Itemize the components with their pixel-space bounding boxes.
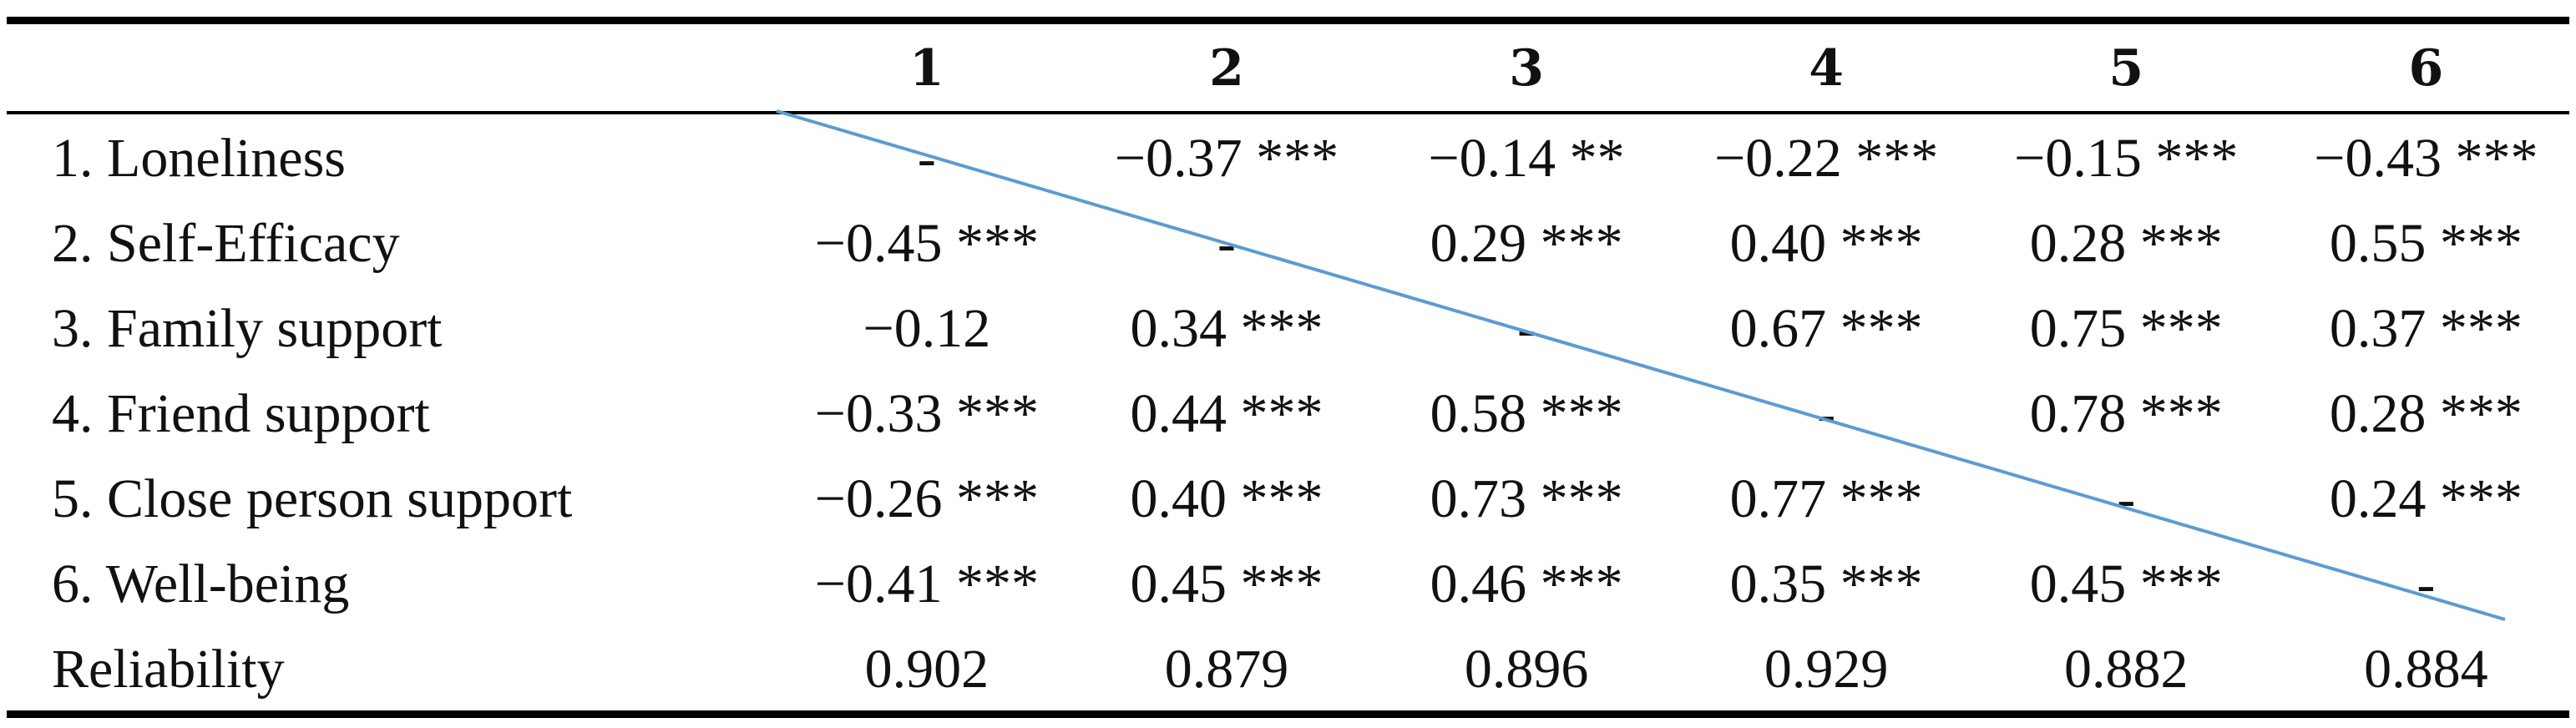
table-cell: −0.12 <box>863 298 991 359</box>
table-cell: - <box>2117 468 2136 529</box>
row-label: 1. Loneliness <box>52 128 346 189</box>
table-cell: 0.24 *** <box>2329 468 2523 529</box>
table-cell: 0.67 *** <box>1729 298 1923 359</box>
table-cell: 0.929 <box>1764 639 1889 700</box>
correlation-table: 1 2 3 4 5 6 1. Loneliness - −0.37 *** −0… <box>0 26 2576 712</box>
table-cell: 0.28 *** <box>2329 383 2523 444</box>
header-row: 1 2 3 4 5 6 <box>0 26 2576 111</box>
table-row: 1. Loneliness - −0.37 *** −0.14 ** −0.22… <box>0 111 2576 201</box>
reliability-row: Reliability 0.902 0.879 0.896 0.929 0.88… <box>0 627 2576 712</box>
bottom-rule <box>7 710 2569 718</box>
table-row: 3. Family support −0.12 0.34 *** - 0.67 … <box>0 286 2576 372</box>
table-cell: 0.40 *** <box>1130 468 1323 529</box>
table-cell: 0.882 <box>2064 639 2189 700</box>
table-cell: 0.58 *** <box>1430 383 1623 444</box>
top-rule <box>7 17 2569 24</box>
table-cell: 0.75 *** <box>2029 298 2223 359</box>
table-cell: 0.34 *** <box>1130 298 1323 359</box>
table-cell: 0.77 *** <box>1729 468 1923 529</box>
row-label: 2. Self-Efficacy <box>52 213 400 274</box>
row-label: 3. Family support <box>52 298 443 359</box>
header-cell-5: 5 <box>2108 39 2144 98</box>
header-cell-4: 4 <box>1809 39 1845 98</box>
table-cell: 0.35 *** <box>1729 554 1923 614</box>
header-cell-blank <box>0 26 777 111</box>
header-cell-6: 6 <box>2408 39 2444 98</box>
table-cell: 0.879 <box>1164 639 1289 700</box>
header-cell-2: 2 <box>1209 39 1244 98</box>
table-cell: 0.45 *** <box>1130 554 1323 614</box>
row-label: Reliability <box>52 639 285 700</box>
table-cell: −0.37 *** <box>1114 128 1339 189</box>
table-cell: 0.902 <box>864 639 989 700</box>
table-row: 6. Well-being −0.41 *** 0.45 *** 0.46 **… <box>0 542 2576 627</box>
table-cell: 0.896 <box>1464 639 1589 700</box>
table-cell: −0.43 *** <box>2314 128 2538 189</box>
header-cell-1: 1 <box>908 39 944 98</box>
header-cell-3: 3 <box>1509 39 1544 98</box>
table-cell: - <box>917 128 936 189</box>
table-cell: 0.29 *** <box>1430 213 1623 274</box>
table-cell: 0.37 *** <box>2329 298 2523 359</box>
table-cell: 0.78 *** <box>2029 383 2223 444</box>
table-cell: - <box>1217 213 1236 274</box>
table-cell: - <box>2417 554 2436 614</box>
table-cell: −0.22 *** <box>1714 128 1939 189</box>
table-row: 4. Friend support −0.33 *** 0.44 *** 0.5… <box>0 372 2576 457</box>
row-label: 5. Close person support <box>52 468 573 529</box>
table-cell: −0.45 *** <box>814 213 1039 274</box>
table-cell: 0.40 *** <box>1729 213 1923 274</box>
table-cell: 0.44 *** <box>1130 383 1323 444</box>
table-cell: 0.884 <box>2364 639 2488 700</box>
table-cell: 0.45 *** <box>2029 554 2223 614</box>
row-label: 6. Well-being <box>52 554 350 614</box>
table-cell: −0.41 *** <box>814 554 1039 614</box>
table-cell: −0.26 *** <box>814 468 1039 529</box>
table-cell: −0.14 ** <box>1428 128 1625 189</box>
table-cell: 0.28 *** <box>2029 213 2223 274</box>
table-row: 5. Close person support −0.26 *** 0.40 *… <box>0 457 2576 542</box>
table-cell: −0.33 *** <box>814 383 1039 444</box>
table-row: 2. Self-Efficacy −0.45 *** - 0.29 *** 0.… <box>0 201 2576 286</box>
table-cell: - <box>1817 383 1836 444</box>
table-cell: 0.46 *** <box>1430 554 1623 614</box>
table-cell: −0.15 *** <box>2014 128 2239 189</box>
table-cell: 0.73 *** <box>1430 468 1623 529</box>
row-label: 4. Friend support <box>52 383 430 444</box>
table-cell: 0.55 *** <box>2329 213 2523 274</box>
table-cell: - <box>1517 298 1536 359</box>
